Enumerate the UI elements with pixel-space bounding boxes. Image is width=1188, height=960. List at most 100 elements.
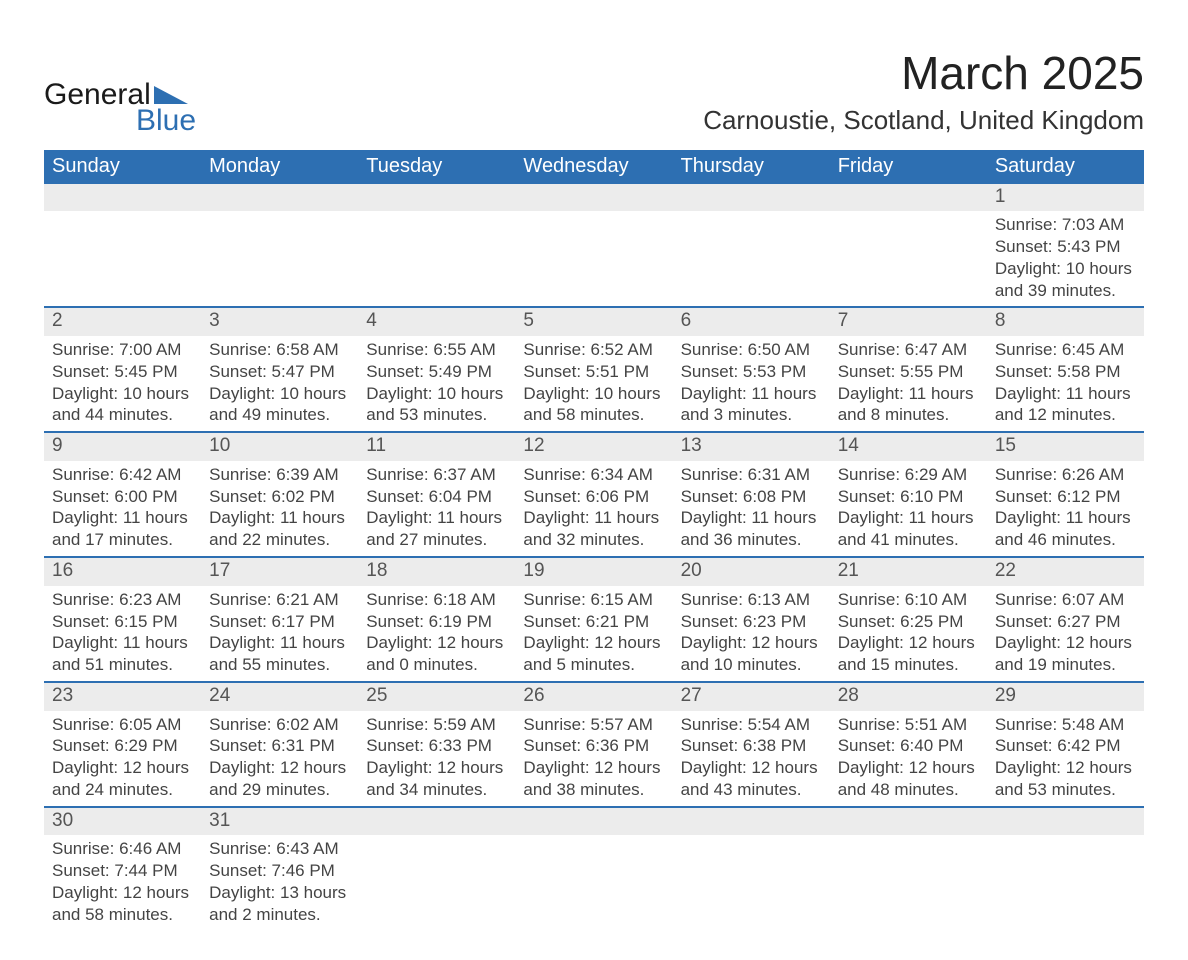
sunrise-text: Sunrise: 6:52 AM bbox=[523, 339, 664, 361]
calendar-cell: 3Sunrise: 6:58 AMSunset: 5:47 PMDaylight… bbox=[201, 307, 358, 432]
day-details: Sunrise: 6:46 AMSunset: 7:44 PMDaylight:… bbox=[44, 835, 201, 930]
calendar-cell: 17Sunrise: 6:21 AMSunset: 6:17 PMDayligh… bbox=[201, 557, 358, 682]
sunset-text: Sunset: 6:25 PM bbox=[838, 611, 979, 633]
calendar-cell: 22 Sunrise: 6:07 AMSunset: 6:27 PMDayligh… bbox=[987, 557, 1144, 682]
daylight-text-1: Daylight: 12 hours bbox=[995, 632, 1136, 654]
daylight-text-1: Daylight: 12 hours bbox=[209, 757, 350, 779]
sunrise-text: Sunrise: 6:55 AM bbox=[366, 339, 507, 361]
sunset-text: Sunset: 6:21 PM bbox=[523, 611, 664, 633]
daylight-text-1: Daylight: 12 hours bbox=[838, 757, 979, 779]
day-number: 10 bbox=[201, 433, 358, 461]
sunset-text: Sunset: 6:40 PM bbox=[838, 735, 979, 757]
sunset-text: Sunset: 5:58 PM bbox=[995, 361, 1136, 383]
calendar-week: 16Sunrise: 6:23 AMSunset: 6:15 PMDayligh… bbox=[44, 557, 1144, 682]
day-details: Sunrise: 6:26 AMSunset: 6:12 PMDaylight:… bbox=[987, 461, 1144, 556]
sunset-text: Sunset: 6:23 PM bbox=[681, 611, 822, 633]
daylight-text-1: Daylight: 10 hours bbox=[52, 383, 193, 405]
day-details: Sunrise: 6:42 AMSunset: 6:00 PMDaylight:… bbox=[44, 461, 201, 556]
sunset-text: Sunset: 6:38 PM bbox=[681, 735, 822, 757]
daylight-text-2: and 48 minutes. bbox=[838, 779, 979, 801]
day-number: 21 bbox=[830, 558, 987, 586]
calendar-week: 23Sunrise: 6:05 AMSunset: 6:29 PMDayligh… bbox=[44, 682, 1144, 807]
logo-text-blue: Blue bbox=[136, 106, 196, 136]
day-number: 5 bbox=[515, 308, 672, 336]
sunset-text: Sunset: 6:15 PM bbox=[52, 611, 193, 633]
calendar-cell: 30Sunrise: 6:46 AMSunset: 7:44 PMDayligh… bbox=[44, 807, 201, 931]
sunrise-text: Sunrise: 5:51 AM bbox=[838, 714, 979, 736]
logo-text-general: General bbox=[44, 80, 151, 110]
sunrise-text: Sunrise: 6:05 AM bbox=[52, 714, 193, 736]
sunset-text: Sunset: 5:45 PM bbox=[52, 361, 193, 383]
day-details: Sunrise: 5:57 AMSunset: 6:36 PMDaylight:… bbox=[515, 711, 672, 806]
sunrise-text: Sunrise: 6:07 AM bbox=[995, 589, 1136, 611]
calendar-cell bbox=[673, 184, 830, 308]
day-header: Tuesday bbox=[358, 150, 515, 184]
daylight-text-1: Daylight: 12 hours bbox=[995, 757, 1136, 779]
day-details: Sunrise: 5:59 AMSunset: 6:33 PMDaylight:… bbox=[358, 711, 515, 806]
daylight-text-2: and 41 minutes. bbox=[838, 529, 979, 551]
day-details: Sunrise: 6:43 AMSunset: 7:46 PMDaylight:… bbox=[201, 835, 358, 930]
day-details bbox=[830, 835, 987, 923]
sunrise-text: Sunrise: 6:47 AM bbox=[838, 339, 979, 361]
daylight-text-1: Daylight: 12 hours bbox=[523, 757, 664, 779]
daylight-text-1: Daylight: 12 hours bbox=[681, 632, 822, 654]
day-header: Sunday bbox=[44, 150, 201, 184]
daylight-text-1: Daylight: 12 hours bbox=[366, 632, 507, 654]
day-header-row: Sunday Monday Tuesday Wednesday Thursday… bbox=[44, 150, 1144, 184]
daylight-text-1: Daylight: 11 hours bbox=[366, 507, 507, 529]
sunset-text: Sunset: 6:08 PM bbox=[681, 486, 822, 508]
calendar-cell: 23Sunrise: 6:05 AMSunset: 6:29 PMDayligh… bbox=[44, 682, 201, 807]
day-details: Sunrise: 6:18 AMSunset: 6:19 PMDaylight:… bbox=[358, 586, 515, 681]
calendar-week: 1Sunrise: 7:03 AMSunset: 5:43 PMDaylight… bbox=[44, 184, 1144, 308]
day-details: Sunrise: 6:31 AMSunset: 6:08 PMDaylight:… bbox=[673, 461, 830, 556]
calendar-cell bbox=[830, 184, 987, 308]
sunset-text: Sunset: 6:42 PM bbox=[995, 735, 1136, 757]
daylight-text-2: and 32 minutes. bbox=[523, 529, 664, 551]
sunset-text: Sunset: 6:27 PM bbox=[995, 611, 1136, 633]
calendar-cell bbox=[515, 184, 672, 308]
sunrise-text: Sunrise: 5:54 AM bbox=[681, 714, 822, 736]
daylight-text-2: and 8 minutes. bbox=[838, 404, 979, 426]
day-number: 9 bbox=[44, 433, 201, 461]
day-number bbox=[358, 184, 515, 212]
daylight-text-2: and 58 minutes. bbox=[523, 404, 664, 426]
sunset-text: Sunset: 5:47 PM bbox=[209, 361, 350, 383]
day-details: Sunrise: 6:15 AMSunset: 6:21 PMDaylight:… bbox=[515, 586, 672, 681]
day-number: 12 bbox=[515, 433, 672, 461]
calendar-cell bbox=[515, 807, 672, 931]
sunset-text: Sunset: 6:33 PM bbox=[366, 735, 507, 757]
sunrise-text: Sunrise: 6:10 AM bbox=[838, 589, 979, 611]
calendar-cell: 28Sunrise: 5:51 AMSunset: 6:40 PMDayligh… bbox=[830, 682, 987, 807]
sunrise-text: Sunrise: 6:37 AM bbox=[366, 464, 507, 486]
calendar-cell: 14Sunrise: 6:29 AMSunset: 6:10 PMDayligh… bbox=[830, 432, 987, 557]
calendar-cell: 9Sunrise: 6:42 AMSunset: 6:00 PMDaylight… bbox=[44, 432, 201, 557]
day-number: 29 bbox=[987, 683, 1144, 711]
daylight-text-1: Daylight: 12 hours bbox=[838, 632, 979, 654]
daylight-text-1: Daylight: 12 hours bbox=[52, 757, 193, 779]
day-number: 15 bbox=[987, 433, 1144, 461]
day-header: Monday bbox=[201, 150, 358, 184]
daylight-text-2: and 3 minutes. bbox=[681, 404, 822, 426]
daylight-text-1: Daylight: 11 hours bbox=[209, 507, 350, 529]
daylight-text-2: and 5 minutes. bbox=[523, 654, 664, 676]
day-details: Sunrise: 6:39 AMSunset: 6:02 PMDaylight:… bbox=[201, 461, 358, 556]
day-number bbox=[44, 184, 201, 212]
sunset-text: Sunset: 6:31 PM bbox=[209, 735, 350, 757]
daylight-text-2: and 44 minutes. bbox=[52, 404, 193, 426]
calendar-week: 9Sunrise: 6:42 AMSunset: 6:00 PMDaylight… bbox=[44, 432, 1144, 557]
day-number: 20 bbox=[673, 558, 830, 586]
day-details: Sunrise: 6:37 AMSunset: 6:04 PMDaylight:… bbox=[358, 461, 515, 556]
day-number: 22 bbox=[987, 558, 1144, 586]
daylight-text-1: Daylight: 11 hours bbox=[681, 507, 822, 529]
daylight-text-2: and 38 minutes. bbox=[523, 779, 664, 801]
day-header: Thursday bbox=[673, 150, 830, 184]
day-number bbox=[830, 808, 987, 836]
day-details: Sunrise: 6:02 AMSunset: 6:31 PMDaylight:… bbox=[201, 711, 358, 806]
calendar-cell: 12Sunrise: 6:34 AMSunset: 6:06 PMDayligh… bbox=[515, 432, 672, 557]
daylight-text-1: Daylight: 11 hours bbox=[209, 632, 350, 654]
calendar-cell: 31Sunrise: 6:43 AMSunset: 7:46 PMDayligh… bbox=[201, 807, 358, 931]
daylight-text-1: Daylight: 11 hours bbox=[523, 507, 664, 529]
sunrise-text: Sunrise: 6:43 AM bbox=[209, 838, 350, 860]
daylight-text-1: Daylight: 12 hours bbox=[523, 632, 664, 654]
daylight-text-1: Daylight: 13 hours bbox=[209, 882, 350, 904]
